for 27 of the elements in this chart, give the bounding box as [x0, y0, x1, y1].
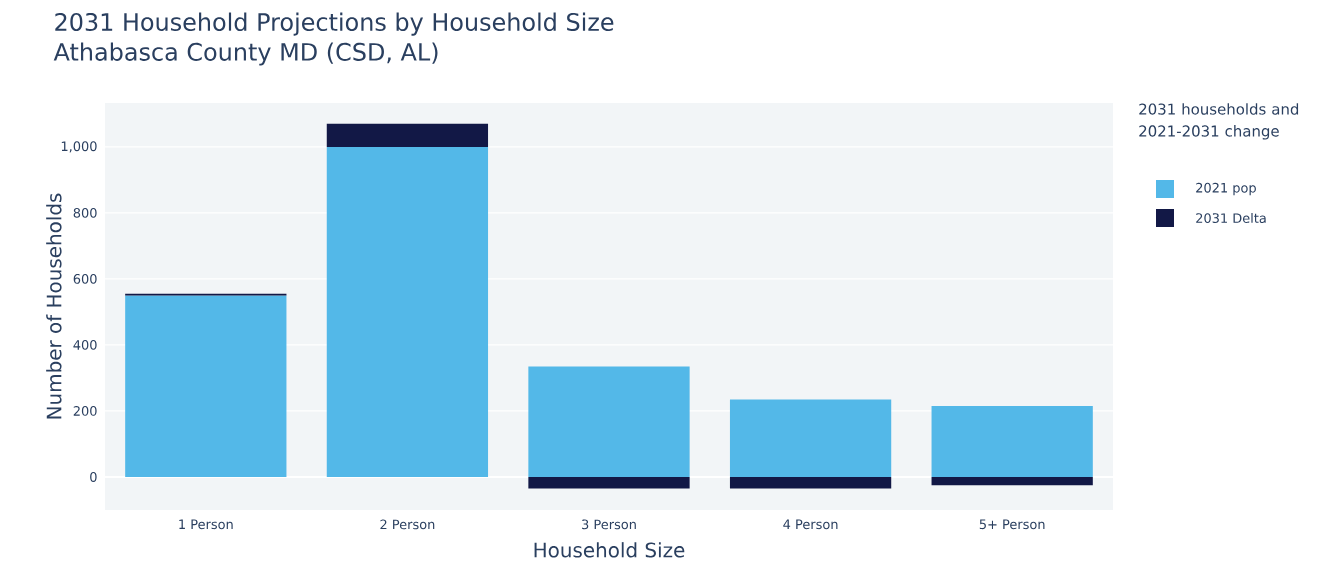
bar: [528, 366, 690, 477]
y-tick-label: 0: [90, 472, 97, 482]
chart-subtitle: Athabasca County MD (CSD, AL): [53, 42, 438, 66]
bar: [326, 146, 489, 477]
x-axis-title: Household Size: [534, 542, 685, 558]
y-tick-label: 600: [73, 274, 97, 284]
bar: [528, 476, 690, 489]
legend-label: 2021 pop: [1196, 182, 1256, 196]
x-tick-label: 4 Person: [783, 519, 838, 530]
x-tick-label: 3 Person: [582, 519, 636, 530]
y-axis-title: Number of Households: [46, 193, 62, 419]
legend-title: 2031 households and 2021-2031 change: [1139, 103, 1299, 140]
bar: [729, 399, 892, 477]
bar: [931, 476, 1093, 486]
legend-label: 2031 Delta: [1196, 212, 1266, 223]
x-tick-label: 5+ Person: [979, 519, 1045, 530]
bar: [729, 476, 892, 489]
x-tick-label: 1 Person: [179, 519, 233, 530]
bar: [125, 295, 287, 477]
x-tick-label: 2 Person: [380, 519, 435, 530]
y-tick-label: 800: [73, 208, 97, 218]
y-tick-label: 400: [73, 340, 97, 350]
chart-title: 2031 Household Projections by Household Size: [55, 12, 614, 36]
y-tick-label: 1,000: [61, 141, 97, 153]
bar: [326, 123, 489, 147]
y-tick-label: 200: [73, 406, 97, 416]
bar: [931, 406, 1093, 477]
